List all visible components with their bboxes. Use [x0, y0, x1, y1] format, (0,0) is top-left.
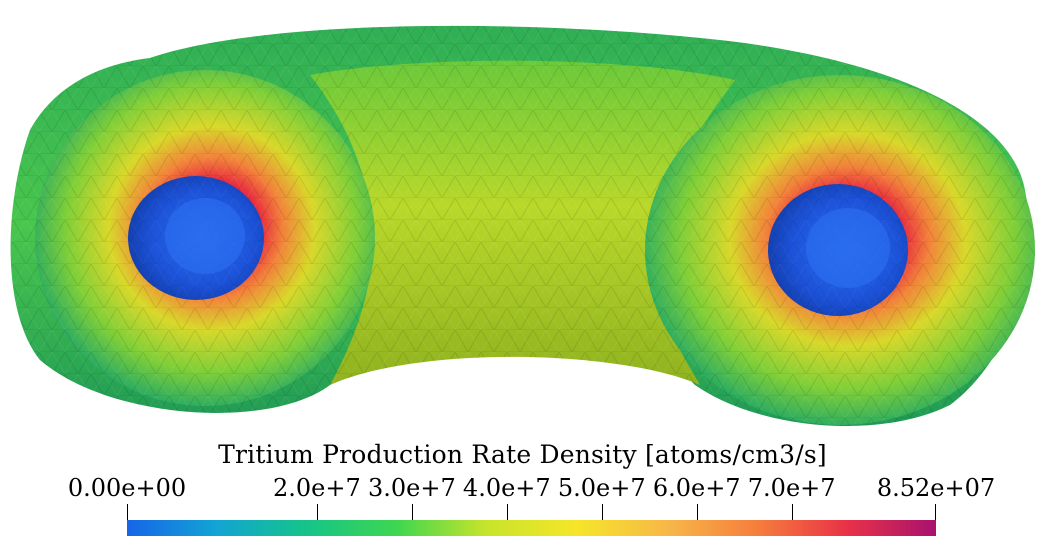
colorbar-max-label: 8.52e+07 — [876, 474, 996, 502]
colorbar-tick — [506, 504, 508, 522]
colorbar-tick — [791, 504, 793, 522]
colorbar-tick-label: 7.0e+7 — [747, 474, 836, 502]
colorbar-gradient — [127, 520, 936, 536]
colorbar-tick-label: 4.0e+7 — [462, 474, 551, 502]
colorbar-tick — [316, 504, 318, 522]
torus-3d-view[interactable] — [0, 0, 1045, 440]
colorbar-tick-label: 3.0e+7 — [367, 474, 456, 502]
colorbar-tick-min — [127, 504, 128, 522]
colorbar-tick — [696, 504, 698, 522]
colorbar-tick-max — [935, 504, 936, 522]
colorbar: Tritium Production Rate Density [atoms/c… — [0, 438, 1045, 550]
colorbar-tick — [411, 504, 413, 522]
colorbar-title: Tritium Production Rate Density [atoms/c… — [218, 440, 827, 469]
colorbar-tick-label: 6.0e+7 — [652, 474, 741, 502]
colorbar-tick — [601, 504, 603, 522]
colorbar-tick-label: 5.0e+7 — [557, 474, 646, 502]
colorbar-tick-label: 2.0e+7 — [273, 474, 361, 502]
colorbar-min-label: 0.00e+00 — [67, 474, 187, 502]
